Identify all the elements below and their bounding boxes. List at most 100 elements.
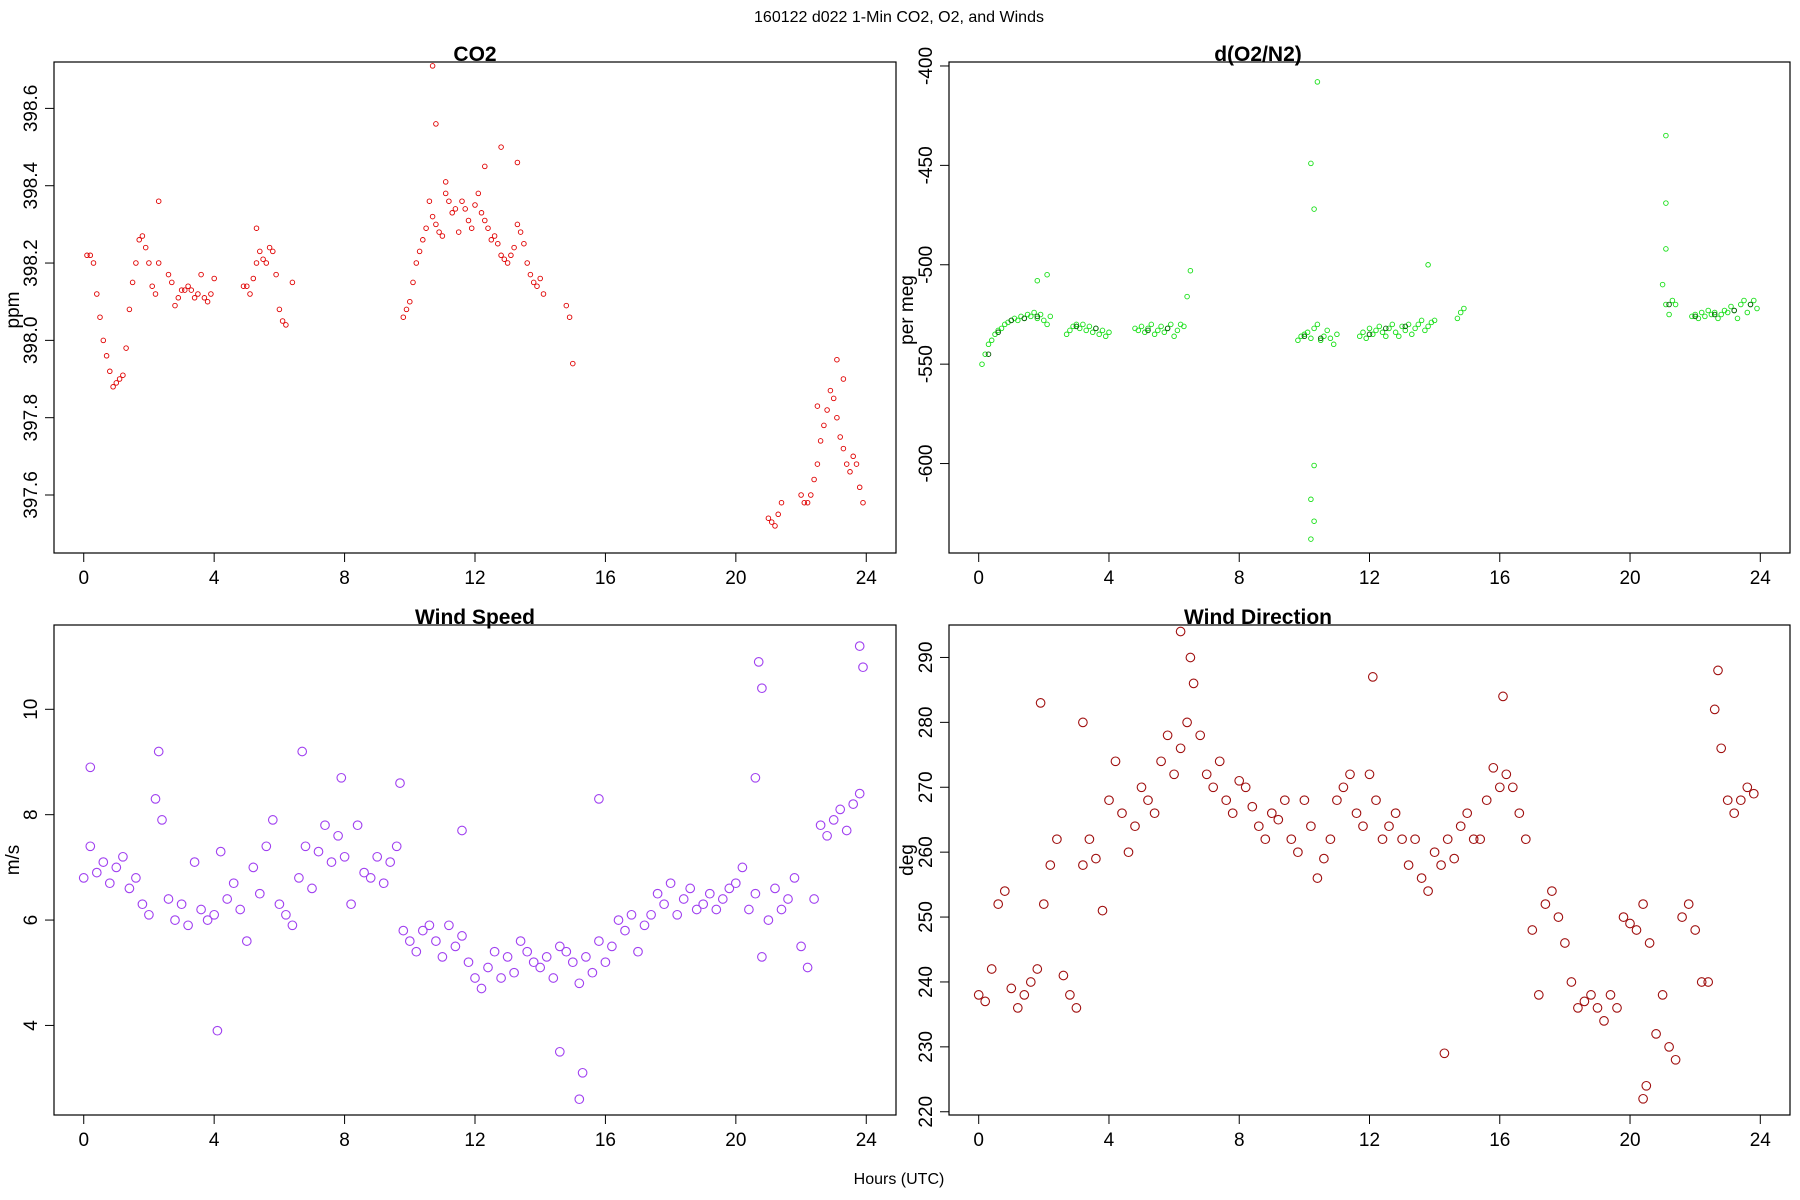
- p2-data-point: [678, 894, 689, 904]
- p1-outlier-point: [1425, 262, 1431, 268]
- p1-data-point: [1711, 309, 1718, 316]
- p1-data-point: [1145, 325, 1151, 332]
- p0-data-point: [566, 314, 573, 320]
- p3-data-point: [1201, 769, 1212, 780]
- p0-data-point: [87, 252, 94, 259]
- p0-data-point: [289, 279, 296, 286]
- p2-data-point: [398, 925, 409, 936]
- p0-outlier-point: [253, 225, 260, 231]
- p0-data-point: [475, 190, 482, 197]
- p3-data-point: [1540, 899, 1551, 909]
- p3-data-point: [1045, 860, 1056, 870]
- p3-y-tick-label: 250: [916, 901, 937, 933]
- p2-data-point: [554, 941, 565, 952]
- p3-x-tick-label: 16: [1489, 1130, 1510, 1151]
- p3-data-point: [1084, 834, 1095, 845]
- p3-data-point: [1690, 925, 1701, 935]
- p3-data-point: [1117, 808, 1127, 819]
- p1-data-point: [1073, 321, 1080, 328]
- p1-y-tick-label: -400: [916, 47, 937, 85]
- figure-suptitle: 160122 d022 1-Min CO2, O2, and Winds: [754, 9, 1044, 26]
- p3-x-tick-label: 4: [1104, 1130, 1115, 1151]
- p1-data-point: [1702, 313, 1708, 320]
- p0-data-point: [172, 302, 178, 309]
- p0-data-point: [455, 229, 462, 235]
- p3-outlier-point: [1035, 698, 1046, 708]
- p2-x-tick-label: 4: [209, 1130, 220, 1151]
- p0-data-point: [133, 260, 139, 266]
- p2-data-point: [196, 904, 206, 915]
- p3-y-tick-label: 260: [916, 836, 937, 868]
- p1-outlier-point: [1663, 132, 1669, 139]
- p3-outlier-point: [1641, 1080, 1652, 1091]
- p2-data-point: [183, 920, 193, 931]
- p1-y-tick-label: -550: [916, 345, 937, 383]
- p1-data-point: [1738, 301, 1744, 308]
- p0-data-point: [775, 511, 781, 518]
- p3-y-tick-label: 240: [916, 966, 937, 998]
- p2-outlier-point: [153, 746, 164, 757]
- p2-data-point: [365, 873, 376, 883]
- p0-data-point: [472, 202, 478, 208]
- p0-data-point: [436, 229, 442, 235]
- p2-data-point: [176, 899, 187, 910]
- p3-data-point: [1364, 769, 1375, 780]
- p2-data-point: [215, 846, 226, 857]
- p0-data-point: [188, 287, 195, 293]
- p3-data-point: [1488, 762, 1499, 773]
- p3-data-point: [1332, 795, 1342, 806]
- p1-data-point: [1158, 323, 1164, 330]
- p2-data-point: [104, 878, 115, 889]
- p0-data-point: [452, 206, 459, 212]
- p1-dark-point: [1711, 311, 1718, 318]
- panel-winddir-plot: 0 4 8 12 16 20 24 220 230 240 250 260 270 280 290: [916, 624, 1791, 1151]
- p1-data-point: [1373, 327, 1379, 334]
- p2-data-point: [704, 888, 715, 899]
- p0-data-point: [840, 445, 847, 452]
- p1-data-point: [979, 361, 985, 367]
- p3-data-point: [1547, 886, 1557, 896]
- p1-dark-point: [995, 329, 1001, 336]
- p3-data-point: [1195, 730, 1206, 741]
- panel-co2: CO2 ppm 0 4 8 12 16 20 24 397.6 397.8 398.0 398.2 3…: [3, 43, 897, 589]
- p0-data-point: [116, 376, 123, 382]
- p3-data-point: [1507, 782, 1518, 793]
- p1-data-point: [1334, 331, 1340, 338]
- p3-data-point: [1358, 821, 1368, 832]
- p2-data-point: [111, 862, 122, 873]
- p3-data-point: [1403, 860, 1414, 870]
- p1-data-point: [1063, 331, 1070, 338]
- p0-data-point: [827, 387, 834, 394]
- p2-data-point: [854, 788, 865, 799]
- p0-data-point: [155, 260, 162, 266]
- p2-data-point: [574, 978, 585, 989]
- p1-data-point: [1314, 321, 1321, 328]
- p3-data-point: [1533, 990, 1544, 1000]
- p2-data-point: [489, 946, 500, 957]
- p0-data-point: [247, 291, 253, 297]
- p3-data-point: [1462, 808, 1473, 819]
- p3-outlier-point: [1175, 626, 1186, 637]
- p2-data-point: [346, 899, 356, 910]
- p0-data-point: [416, 248, 423, 255]
- p0-data-point: [211, 275, 217, 282]
- panel-o2-plot: 0 4 8 12 16 20 24 -600 -550 -500 -450 -400: [916, 47, 1791, 589]
- p3-data-point: [1664, 1042, 1674, 1052]
- p3-outlier-point: [1638, 1093, 1648, 1104]
- p0-data-point: [530, 279, 537, 286]
- p0-data-point: [817, 438, 824, 444]
- p0-data-point: [113, 380, 120, 386]
- p3-data-point: [1481, 795, 1492, 806]
- p0-data-point: [778, 499, 785, 506]
- p0-data-point: [433, 221, 439, 228]
- p0-data-point: [273, 271, 279, 278]
- p3-data-point: [1390, 808, 1401, 819]
- p3-data-point: [1104, 795, 1114, 806]
- p0-data-point: [465, 217, 472, 224]
- p1-data-point: [1705, 307, 1711, 314]
- p3-data-point: [1123, 847, 1134, 858]
- p1-outlier-point: [1187, 267, 1194, 274]
- p0-outlier-point: [482, 163, 488, 170]
- p0-data-point: [103, 353, 110, 359]
